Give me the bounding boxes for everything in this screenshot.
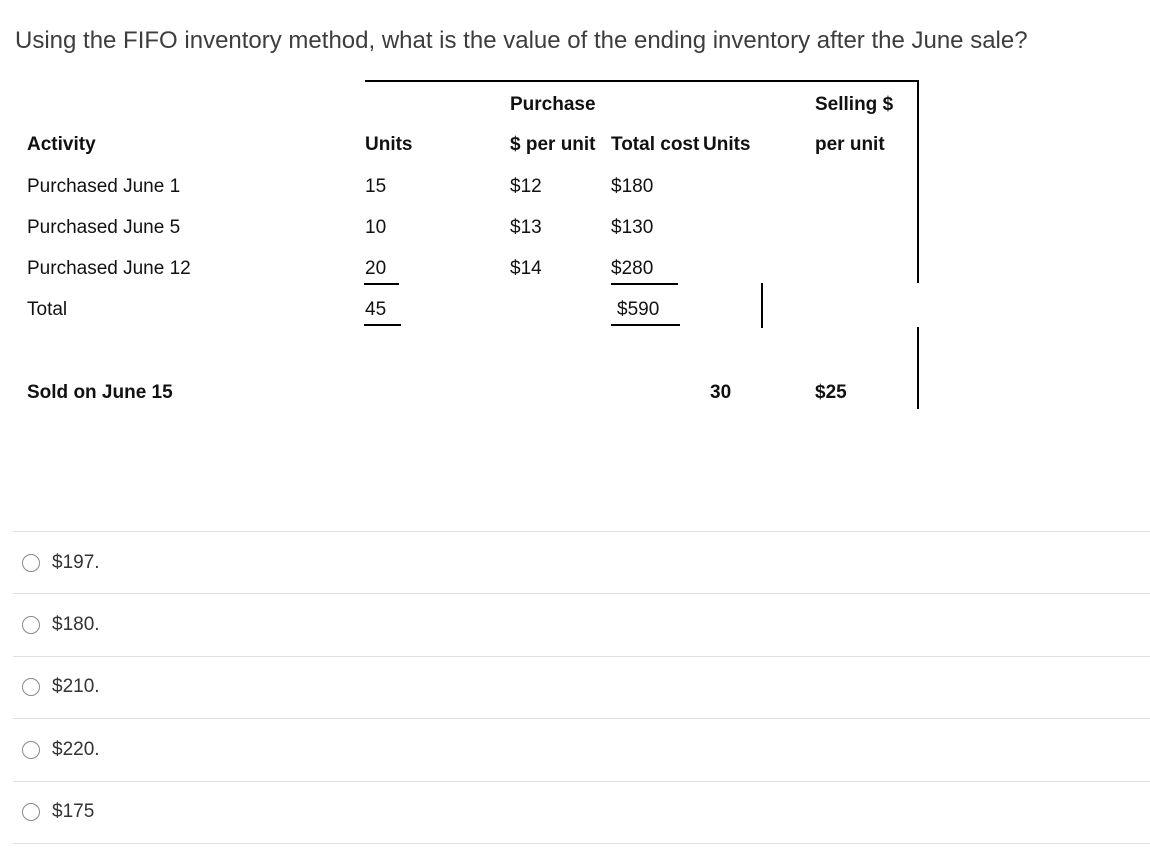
row-activity: Purchased June 1 (27, 176, 181, 197)
row-activity: Purchased June 12 (27, 258, 191, 279)
table-right-border-upper (917, 80, 919, 283)
answer-option-label: $175 (52, 801, 95, 823)
row-total-cost: $180 (611, 176, 654, 197)
row-price: $13 (510, 217, 542, 238)
selling-per-unit-column-header: per unit (815, 134, 885, 155)
answer-options-list: $197. $180. $210. $220. $175 (13, 531, 1150, 844)
row-activity: Purchased June 5 (27, 217, 181, 238)
radio-button-icon[interactable] (22, 678, 40, 697)
radio-button-icon[interactable] (22, 616, 40, 635)
question-title: Using the FIFO inventory method, what is… (15, 27, 1028, 54)
radio-button-icon[interactable] (22, 740, 40, 759)
radio-button-icon[interactable] (22, 803, 40, 822)
sold-row-label: Sold on June 15 (27, 382, 173, 403)
row-price: $14 (510, 258, 542, 279)
total-cost-total-rule (611, 324, 680, 326)
total-row-total-cost: $590 (617, 299, 660, 320)
answer-option-label: $210. (52, 676, 100, 698)
total-cost-subtotal-rule (611, 283, 678, 285)
total-row-units: 45 (365, 299, 387, 320)
total-cost-column-header: Total cost (611, 134, 700, 155)
answer-option-5[interactable]: $175 (13, 780, 1150, 843)
total-row-label: Total (27, 299, 68, 320)
answer-option-2[interactable]: $180. (13, 593, 1150, 655)
sold-row-selling-per-unit: $25 (815, 382, 847, 403)
row-total-cost: $130 (611, 217, 654, 238)
row-units: 10 (365, 217, 387, 238)
row-units: 15 (365, 176, 387, 197)
purchase-group-header: Purchase (510, 94, 596, 115)
radio-button-icon[interactable] (22, 553, 40, 572)
units-subtotal-rule (364, 283, 399, 285)
row-units: 20 (365, 258, 387, 279)
table-top-border (365, 80, 919, 82)
answer-option-3[interactable]: $210. (13, 655, 1150, 718)
units-column-header: Units (365, 134, 413, 155)
sold-units-column-header: Units (703, 134, 751, 155)
answer-option-label: $197. (52, 551, 100, 573)
sold-row-units: 30 (710, 382, 732, 403)
activity-column-header: Activity (27, 134, 96, 155)
answer-option-label: $180. (52, 614, 100, 636)
answer-option-4[interactable]: $220. (13, 718, 1150, 780)
answer-option-label: $220. (52, 738, 100, 760)
units-total-rule (364, 324, 401, 326)
selling-group-header: Selling $ (815, 94, 894, 115)
table-right-border-lower (917, 327, 919, 409)
table-total-row-divider (761, 283, 763, 328)
answer-option-1[interactable]: $197. (13, 531, 1150, 593)
row-total-cost: $280 (611, 258, 654, 279)
price-per-unit-column-header: $ per unit (510, 134, 596, 155)
row-price: $12 (510, 176, 542, 197)
